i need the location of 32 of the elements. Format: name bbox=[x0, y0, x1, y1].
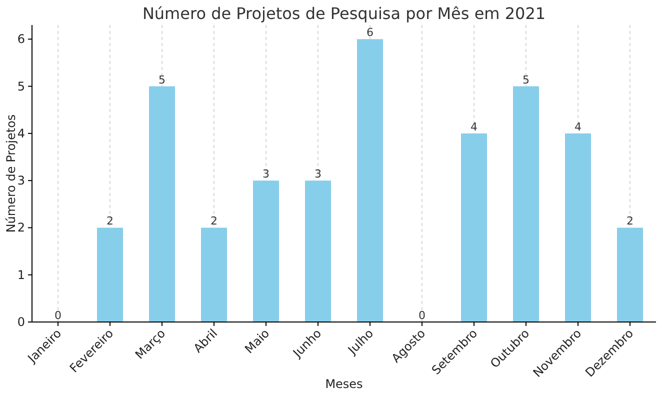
bar bbox=[305, 180, 331, 322]
y-tick-label: 6 bbox=[17, 32, 25, 46]
data-label: 2 bbox=[210, 214, 218, 228]
bar bbox=[565, 133, 591, 322]
data-label: 0 bbox=[54, 309, 62, 322]
data-label: 4 bbox=[470, 120, 478, 134]
bar bbox=[149, 86, 175, 322]
bar bbox=[357, 39, 383, 322]
bar bbox=[253, 180, 279, 322]
bar bbox=[513, 86, 539, 322]
x-axis-title: Meses bbox=[325, 377, 363, 391]
data-label: 3 bbox=[262, 168, 270, 181]
y-axis-title: Número de Projetos bbox=[4, 114, 18, 233]
chart-title: Número de Projetos de Pesquisa por Mês em 2021 bbox=[142, 4, 546, 23]
bar bbox=[461, 133, 487, 322]
y-tick-label: 3 bbox=[17, 174, 25, 188]
y-tick-label: 2 bbox=[17, 220, 25, 235]
y-tick-label: 5 bbox=[17, 79, 25, 94]
data-label: 5 bbox=[158, 73, 166, 86]
data-label: 5 bbox=[522, 73, 530, 86]
bar bbox=[201, 228, 227, 322]
bar bbox=[617, 228, 643, 322]
data-label: 3 bbox=[314, 168, 322, 181]
data-label: 6 bbox=[366, 26, 374, 40]
data-label: 2 bbox=[106, 214, 114, 228]
data-label: 2 bbox=[626, 214, 634, 228]
data-label: 4 bbox=[574, 120, 582, 134]
data-label: 0 bbox=[418, 309, 426, 322]
y-tick-label: 1 bbox=[17, 268, 25, 282]
y-tick-label: 0 bbox=[17, 315, 25, 329]
bar bbox=[97, 228, 123, 322]
y-tick-label: 4 bbox=[17, 126, 25, 140]
